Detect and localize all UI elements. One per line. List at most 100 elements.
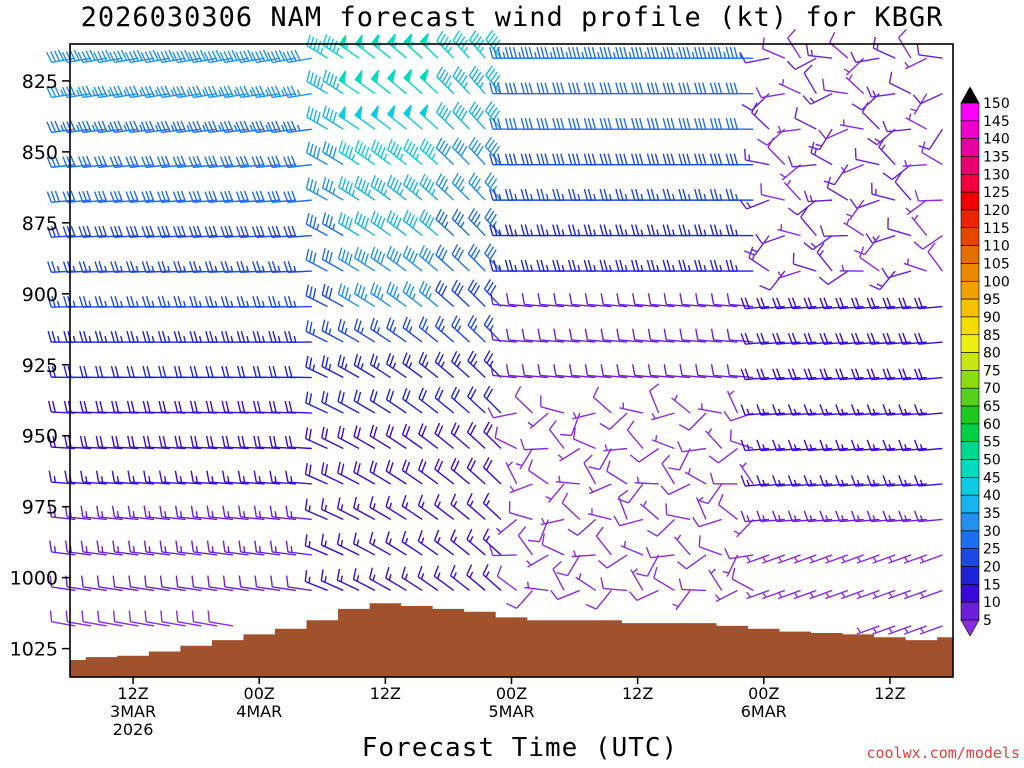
wind-barb-feather [93, 156, 100, 168]
wind-barb [352, 568, 376, 592]
wind-barb-feather [239, 51, 246, 63]
wind-barb-feather [729, 188, 734, 201]
wind-barb-feather [180, 120, 187, 132]
wind-barb-feather [536, 117, 541, 130]
wind-barb-half-feather [88, 335, 92, 343]
wind-barb [527, 412, 549, 430]
wind-barb-feather [646, 153, 652, 165]
wind-barb-staff [845, 76, 865, 95]
wind-barb-feather [57, 49, 65, 61]
wind-barb-feather [751, 102, 758, 113]
wind-barb-feather [127, 540, 131, 553]
wind-barb-staff [193, 586, 218, 592]
wind-barb-feather [176, 51, 183, 63]
wind-barb-staff [418, 433, 439, 450]
wind-barb-half-feather [100, 476, 104, 483]
wind-barb-feather [819, 475, 825, 487]
wind-barb [725, 259, 754, 272]
wind-barb [645, 546, 675, 559]
wind-barb-feather [453, 353, 461, 365]
wind-barb-feather [113, 191, 120, 203]
wind-barb-feather [148, 50, 155, 62]
wind-barb [839, 264, 864, 272]
wind-barb [845, 199, 865, 221]
wind-barb-half-feather [380, 293, 384, 301]
wind-barb-staff [542, 544, 565, 556]
wind-barb-staff [555, 303, 580, 308]
wind-barb-feather [666, 82, 671, 94]
wind-barb-feather [49, 540, 53, 553]
wind-barb-feather [101, 155, 108, 167]
wind-barb-feather [917, 368, 924, 380]
wind-barb-feather [328, 216, 334, 228]
wind-barb-feather [93, 51, 100, 63]
wind-barb-staff [517, 535, 534, 556]
wind-barb-half-feather [781, 78, 785, 86]
x-tick-label: 00Z [748, 684, 779, 703]
wind-barb-half-feather [148, 511, 151, 518]
wind-barb-half-feather [277, 265, 281, 273]
wind-barb [918, 128, 944, 150]
wind-barb-feather [484, 101, 493, 112]
wind-barb-feather [713, 47, 719, 59]
wind-barb-feather [435, 102, 443, 113]
wind-barb-feather [209, 435, 214, 448]
wind-barb [238, 540, 265, 556]
wind-barb-feather [353, 496, 358, 509]
wind-barb-feather [47, 331, 52, 343]
wind-barb-feather [309, 72, 315, 84]
wind-barb-half-feather [72, 335, 76, 343]
wind-barb-feather [205, 331, 210, 343]
wind-barb-staff [697, 303, 722, 308]
wind-barb-staff [587, 303, 612, 308]
wind-barb-feather [348, 218, 353, 230]
wind-barb [156, 49, 186, 64]
wind-barb-feather [524, 224, 529, 236]
wind-barb-feather [647, 293, 652, 305]
wind-barb-feather [278, 49, 285, 61]
wind-barb-feather [159, 540, 163, 553]
wind-barb-feather [682, 82, 687, 94]
x-tick-label: 12Z [117, 684, 148, 703]
wind-barb-feather [219, 156, 226, 168]
wind-barb [203, 85, 234, 99]
wind-barb-feather [803, 368, 809, 380]
colorbar-label: 65 [983, 399, 1001, 415]
wind-barb-feather [231, 49, 238, 61]
wind-barb-feather [85, 50, 92, 62]
wind-barb-feather [389, 248, 396, 260]
wind-barb-staff [493, 412, 517, 419]
wind-barb-feather [401, 566, 407, 578]
wind-barb [434, 458, 455, 485]
wind-barb [141, 155, 170, 169]
wind-barb [402, 281, 423, 308]
wind-barb-feather [204, 121, 210, 133]
wind-barb [786, 57, 817, 71]
wind-barb-feather [882, 404, 888, 416]
wind-barb-staff [177, 446, 202, 450]
wind-barb-feather [451, 208, 459, 220]
wind-barb [321, 248, 344, 272]
wind-barb [143, 505, 170, 521]
wind-barb-feather [236, 331, 242, 343]
wind-barb-feather [86, 190, 92, 202]
wind-barb-half-feather [463, 46, 469, 53]
wind-barb-half-feather [507, 461, 514, 467]
wind-barb [354, 211, 376, 237]
wind-barb-staff [634, 303, 659, 308]
wind-barb-feather [504, 117, 510, 130]
wind-barb [251, 85, 281, 99]
wind-barb-feather [434, 494, 440, 506]
wind-barb-feather [468, 172, 476, 184]
wind-barb-feather [544, 153, 549, 165]
wind-barb-feather [650, 224, 656, 236]
wind-barb [805, 44, 833, 59]
wind-barb-feather [560, 153, 565, 165]
wind-barb-feather [698, 47, 703, 59]
wind-barb-half-feather [905, 207, 912, 213]
wind-barb [692, 516, 722, 528]
wind-barb [370, 210, 392, 237]
wind-barb-feather [54, 225, 60, 237]
wind-barb-half-feather [845, 213, 853, 218]
wind-barb-half-feather [436, 572, 441, 579]
